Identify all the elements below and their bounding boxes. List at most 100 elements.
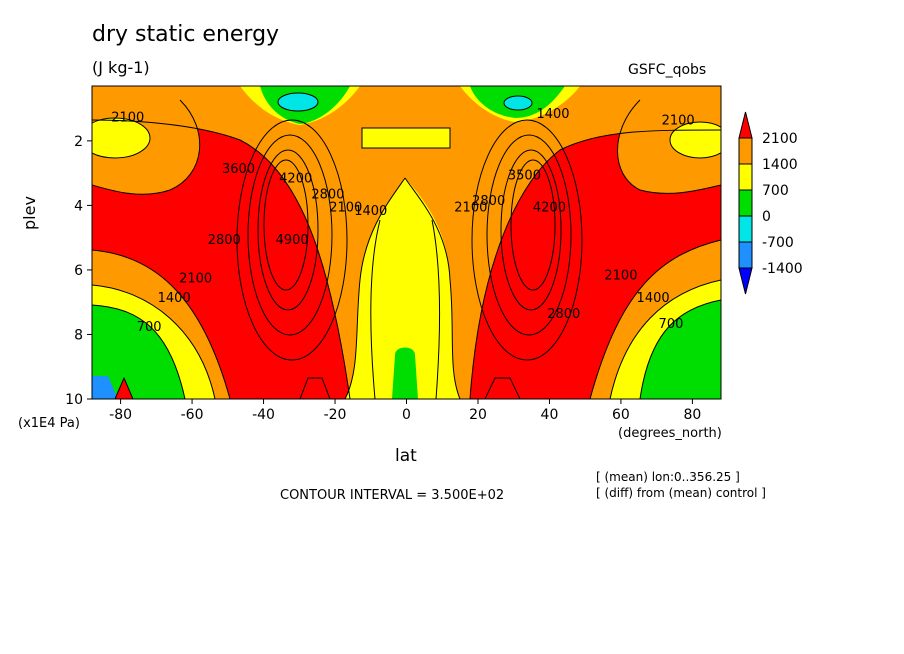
fill-yellow-upper-right bbox=[670, 122, 721, 158]
fill-yellow-top-center bbox=[362, 128, 450, 148]
fill-green-lower-left bbox=[92, 305, 185, 399]
chart-units: (J kg-1) bbox=[92, 58, 150, 77]
x-tick-label: -80 bbox=[109, 407, 132, 423]
fill-yellow-upper-left bbox=[92, 118, 150, 158]
y-tick-label: 8 bbox=[74, 327, 83, 343]
contour-label-text: 3500 bbox=[508, 168, 541, 183]
colorbar-swatch bbox=[738, 137, 753, 165]
fill-green-bottom-center bbox=[392, 347, 418, 399]
colorbar-label: 700 bbox=[762, 183, 789, 199]
contour-label-text: 3600 bbox=[222, 162, 255, 177]
contour-label: 3500 bbox=[508, 168, 541, 183]
y-axis-units: (x1E4 Pa) bbox=[18, 416, 80, 431]
contour-upper-left-blob bbox=[92, 117, 151, 159]
colorbar-swatch bbox=[738, 163, 753, 191]
x-tick-label: 80 bbox=[683, 407, 701, 423]
contour-right-core-4 bbox=[471, 119, 583, 361]
contour-label-text: 2800 bbox=[547, 307, 580, 322]
fill-green-lower-right bbox=[640, 300, 721, 399]
x-tick-label: 20 bbox=[469, 407, 487, 423]
contour-right-core-3 bbox=[486, 134, 572, 336]
contour-left-core-3 bbox=[247, 134, 333, 336]
contour-right-upper bbox=[469, 129, 721, 399]
contour-center-inner-right bbox=[431, 219, 440, 399]
contour-lines bbox=[92, 92, 721, 399]
contour-label-text: 4200 bbox=[533, 201, 566, 216]
y-tick-label: 6 bbox=[74, 263, 83, 279]
contour-top-right-cyan bbox=[503, 95, 533, 111]
contour-label-text: 2800 bbox=[472, 194, 505, 209]
contour-label: 2100 bbox=[111, 110, 144, 125]
colorbar-swatch bbox=[738, 215, 753, 243]
contour-label-text: 1400 bbox=[354, 204, 387, 219]
note-longitude: [ (mean) lon:0..356.25 ] bbox=[596, 470, 740, 484]
note-difference: [ (diff) from (mean) control ] bbox=[596, 486, 766, 500]
contour-center-right bbox=[404, 177, 461, 399]
x-tick-label: -60 bbox=[181, 407, 204, 423]
contour-label: 2100 bbox=[604, 268, 637, 283]
y-tick-label: 2 bbox=[74, 134, 83, 150]
contour-label: 1400 bbox=[536, 107, 569, 122]
contour-label-text: 2100 bbox=[454, 201, 487, 216]
contour-top-center-bar bbox=[361, 127, 451, 149]
contour-label-text: 2800 bbox=[311, 188, 344, 203]
contour-label: 3600 bbox=[222, 162, 255, 177]
fill-cyan-top-left bbox=[278, 93, 318, 111]
contour-label: 2800 bbox=[547, 307, 580, 322]
chart-title: dry static energy bbox=[92, 22, 280, 47]
contour-center-left bbox=[344, 177, 406, 399]
colorbar-swatch bbox=[738, 241, 753, 269]
colorbar-label: -700 bbox=[762, 235, 794, 251]
run-label: GSFC_qobs bbox=[628, 62, 707, 78]
contour-label-text: 1400 bbox=[637, 291, 670, 306]
contour-label-text: 4200 bbox=[279, 172, 312, 187]
contour-center-inner-left bbox=[370, 219, 381, 399]
contour-upper-right-blob bbox=[669, 121, 721, 159]
contour-label: 2100 bbox=[179, 272, 212, 287]
x-tick-label: -20 bbox=[324, 407, 347, 423]
contour-right-core-1 bbox=[510, 159, 556, 291]
contour-label-text: 1400 bbox=[536, 107, 569, 122]
contour-label: 2100 bbox=[454, 201, 487, 216]
contour-label-text: 4900 bbox=[276, 233, 309, 248]
contour-label-text: 2100 bbox=[179, 272, 212, 287]
contour-label: 4900 bbox=[276, 233, 309, 248]
y-tick-label: 4 bbox=[74, 198, 83, 214]
contour-left-700 bbox=[92, 304, 186, 399]
contour-label: 700 bbox=[659, 317, 684, 332]
contour-label-text: 700 bbox=[659, 317, 684, 332]
x-tick-label: 40 bbox=[541, 407, 559, 423]
fill-blue-bottom-left bbox=[92, 376, 118, 399]
contour-label: 4200 bbox=[533, 201, 566, 216]
contour-label-text: 2100 bbox=[604, 268, 637, 283]
contour-right-1400 bbox=[609, 279, 721, 399]
colorbar-label: 1400 bbox=[762, 157, 798, 173]
contour-label: 1400 bbox=[637, 291, 670, 306]
contour-label-text: 2100 bbox=[329, 201, 362, 216]
contour-left-core-2 bbox=[257, 149, 319, 311]
colorbar-bottom-arrow bbox=[738, 267, 753, 295]
colorbar-label: 0 bbox=[762, 209, 771, 225]
contour-label-text: 2100 bbox=[111, 110, 144, 125]
contour-label: 2100 bbox=[329, 201, 362, 216]
contour-label: 4200 bbox=[279, 172, 312, 187]
contour-upper-left-band bbox=[92, 99, 201, 195]
contour-fill bbox=[92, 86, 721, 399]
contour-right-700 bbox=[639, 299, 721, 399]
fill-red-spike-left bbox=[114, 376, 134, 399]
contour-right-2100 bbox=[589, 239, 721, 399]
contour-label: 1400 bbox=[158, 291, 191, 306]
contour-label: 700 bbox=[137, 320, 162, 335]
contour-label: 2800 bbox=[208, 233, 241, 248]
contour-label: 2800 bbox=[311, 188, 344, 203]
fill-red-spike-mid-right bbox=[484, 377, 521, 399]
contour-label: 2100 bbox=[662, 113, 695, 128]
colorbar-label: -1400 bbox=[762, 261, 803, 277]
x-tick-label: 0 bbox=[402, 407, 411, 423]
contour-label-text: 2100 bbox=[662, 113, 695, 128]
colorbar-swatch bbox=[738, 189, 753, 217]
contour-left-core-4 bbox=[236, 119, 348, 361]
colorbar-label: 2100 bbox=[762, 131, 798, 147]
